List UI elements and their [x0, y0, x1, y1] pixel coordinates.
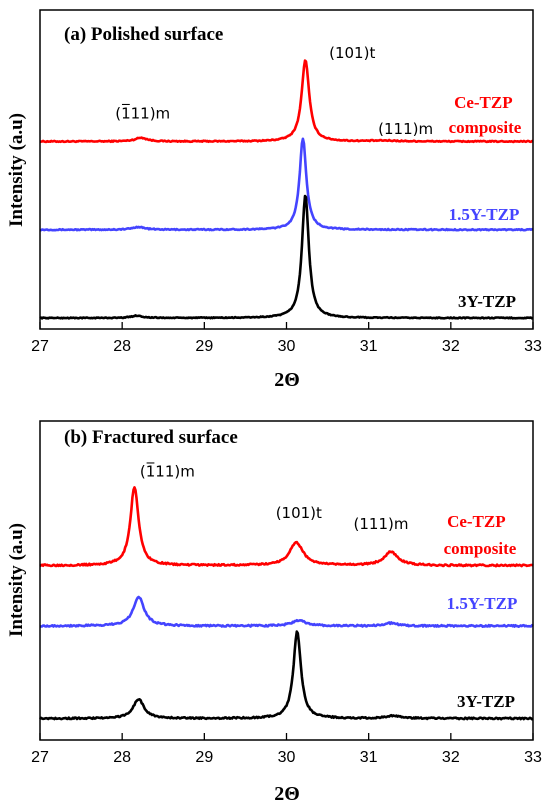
panel-b-x-tick-label-29: 29: [195, 749, 213, 766]
panel-b-x-tick-label-27: 27: [31, 749, 49, 766]
panel-a-series-label-3y-tzp: 3Y-TZP: [458, 292, 516, 311]
panel-a-x-tick-label-32: 32: [442, 338, 460, 355]
panel-b-x-tick-label-30: 30: [278, 749, 296, 766]
panel-a-series-line-1-5y-tzp: [39, 137, 534, 232]
panel-a-series-label-1-5y-tzp: 1.5Y-TZP: [449, 205, 520, 224]
panel-a-x-ticks: 27 28 29 30 31 32 33: [31, 322, 542, 355]
panel-a-x-tick-label-30: 30: [278, 338, 296, 355]
panel-b: 27 28 29 30 31 32 33 (b) Fractured surface Int…: [6, 420, 542, 805]
panel-a-y-axis-label: Intensity (a.u): [6, 113, 27, 227]
panel-b-x-ticks: 27 28 29 30 31 32 33: [31, 733, 542, 766]
panel-b-series: [38, 486, 534, 721]
panel-b-x-tick-label-33: 33: [524, 749, 542, 766]
panel-b-series-label-1-5y-tzp: 1.5Y-TZP: [447, 594, 518, 613]
panel-a-frame: [39, 9, 534, 330]
panel-b-title: (b) Fractured surface: [64, 427, 238, 448]
panel-b-x-tick-label-28: 28: [113, 749, 131, 766]
panel-b-x-axis-label: 2Θ: [274, 783, 300, 805]
panel-a-x-axis-label: 2Θ: [274, 369, 300, 391]
panel-a-x-tick-label-28: 28: [113, 338, 131, 355]
panel-b-series-label-ce-tzp-line1: Ce-TZP: [447, 512, 505, 531]
panel-a-series-line-ce-tzp: [39, 59, 534, 144]
panel-a-series-label-ce-tzp-line1: Ce-TZP: [454, 93, 512, 112]
panel-a-peak-label-1: (101)t: [329, 44, 375, 62]
panel-a-x-tick-label-33: 33: [524, 338, 542, 355]
panel-b-series-label-ce-tzp-line2: composite: [444, 539, 517, 558]
panel-b-peak-label-1: (101)t: [276, 504, 322, 522]
panel-a: 27 28 29 30 31 32 33 (a) Polished surface Inte…: [6, 9, 542, 391]
panel-b-peak-annotations: (1̅11)m (101)t (111)m: [140, 462, 409, 533]
panel-b-series-line-3y-tzp: [38, 630, 534, 721]
panel-a-peak-label-2: (111)m: [378, 120, 433, 138]
panel-a-series: [39, 59, 534, 320]
panel-b-x-tick-label-31: 31: [360, 749, 378, 766]
panel-a-peak-label-0: (1̅11)m: [115, 104, 170, 123]
panel-b-series-label-3y-tzp: 3Y-TZP: [457, 692, 515, 711]
panel-a-x-tick-label-31: 31: [360, 338, 378, 355]
panel-b-peak-label-0: (1̅11)m: [140, 462, 195, 481]
panel-b-series-line-ce-tzp: [39, 486, 534, 568]
panel-b-peak-label-2: (111)m: [354, 515, 409, 533]
panel-a-peak-annotations: (1̅11)m (101)t (111)m: [115, 44, 433, 138]
panel-b-x-tick-label-32: 32: [442, 749, 460, 766]
panel-b-series-labels: Ce-TZP composite 1.5Y-TZP 3Y-TZP: [444, 512, 518, 711]
panel-b-series-label-ce-tzp: Ce-TZP composite: [444, 512, 517, 558]
panel-b-y-axis-label: Intensity (a.u): [6, 523, 27, 637]
panel-b-series-line-1-5y-tzp: [39, 595, 534, 629]
panel-a-title: (a) Polished surface: [64, 24, 223, 45]
panel-a-x-tick-label-27: 27: [31, 338, 49, 355]
panel-a-x-tick-label-29: 29: [195, 338, 213, 355]
panel-a-series-line-3y-tzp: [39, 194, 534, 320]
panel-a-series-labels: Ce-TZP composite 1.5Y-TZP 3Y-TZP: [449, 93, 522, 311]
panel-a-series-label-ce-tzp-line2: composite: [449, 118, 522, 137]
panel-a-series-label-ce-tzp: Ce-TZP composite: [449, 93, 522, 137]
